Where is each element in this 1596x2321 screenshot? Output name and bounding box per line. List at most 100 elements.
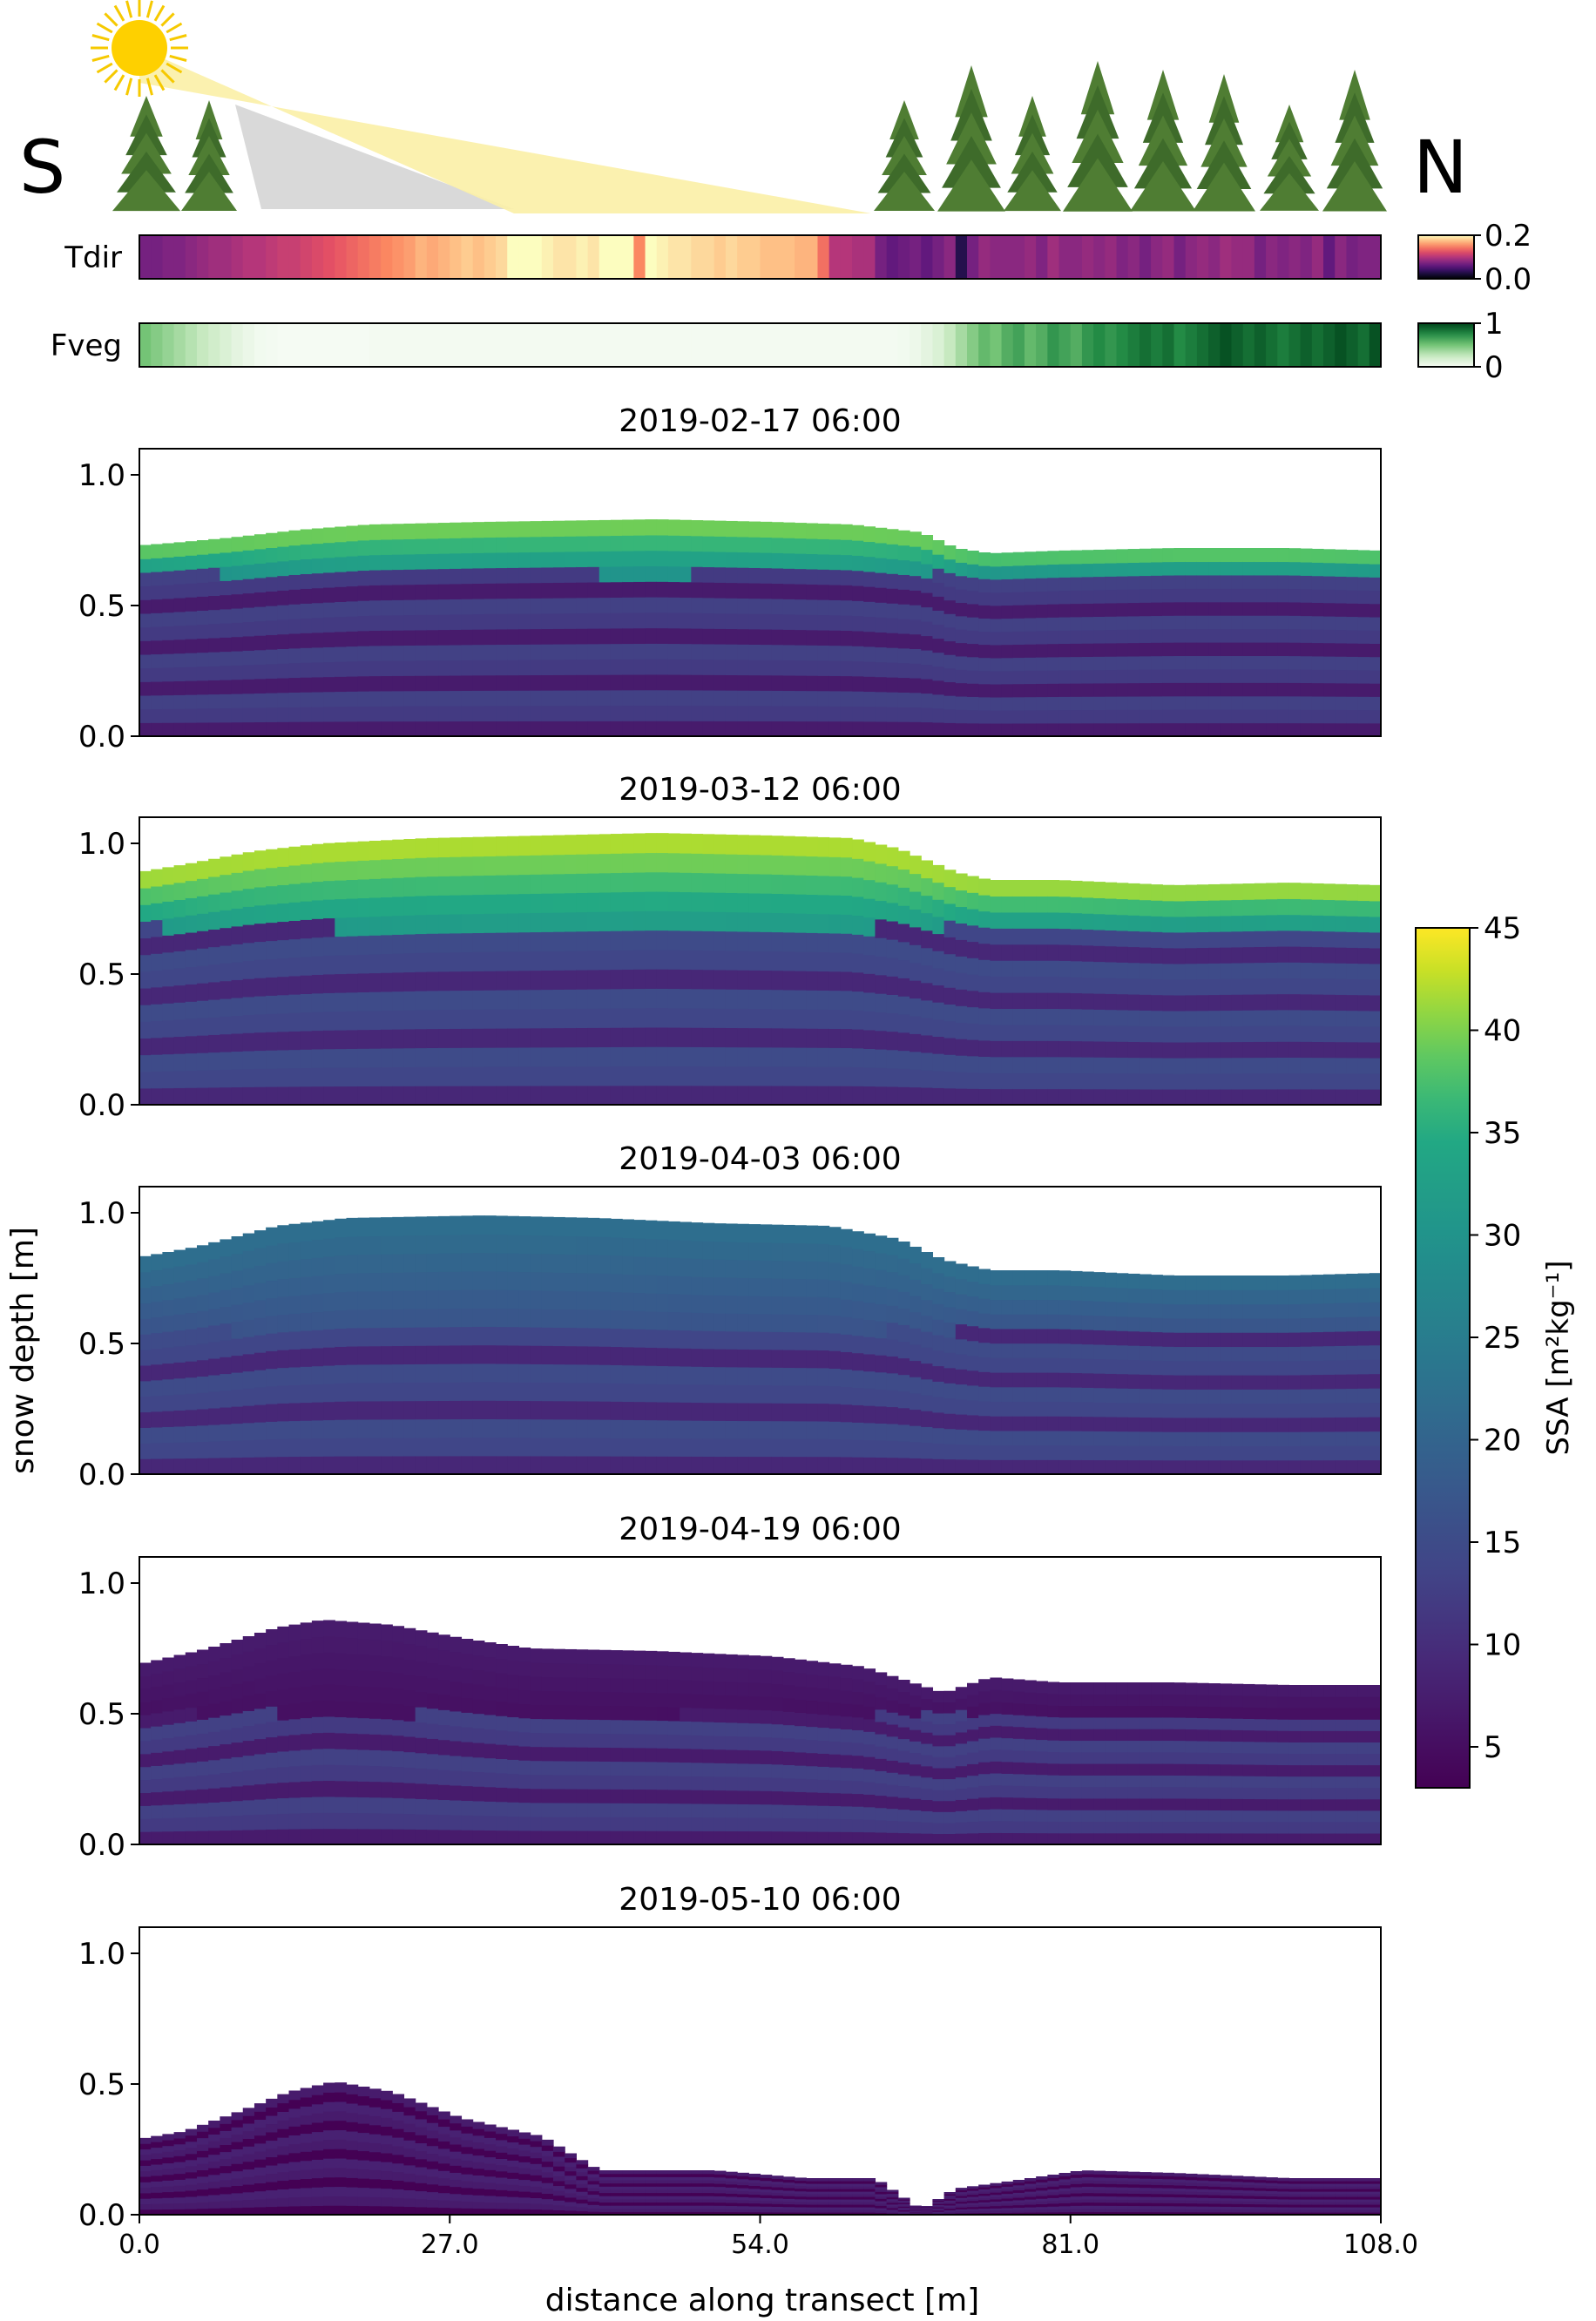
tdir-cell xyxy=(955,235,968,279)
snow-cell xyxy=(450,990,463,1011)
snow-cell xyxy=(932,1288,945,1304)
snow-cell xyxy=(817,645,830,661)
snow-cell xyxy=(1323,1073,1336,1090)
snow-cell xyxy=(1254,1346,1267,1362)
snow-cell xyxy=(978,943,991,960)
snow-cell xyxy=(530,970,543,991)
snow-cell xyxy=(1242,1346,1255,1362)
snow-cell xyxy=(1127,1388,1140,1404)
snow-cell xyxy=(541,835,554,856)
snow-cell xyxy=(1173,1431,1187,1447)
snow-cell xyxy=(565,1066,577,1086)
snow-cell xyxy=(897,530,910,546)
snow-cell xyxy=(1139,1073,1152,1090)
snow-cell xyxy=(1196,601,1209,616)
snow-cell xyxy=(381,1327,393,1347)
snow-cell xyxy=(323,617,335,633)
snow-cell xyxy=(530,1289,543,1309)
snow-cell xyxy=(610,674,623,691)
snow-cell xyxy=(1173,588,1187,603)
snow-cell xyxy=(725,1066,738,1086)
snow-cell xyxy=(1254,1025,1267,1042)
snow-cell xyxy=(806,1350,819,1369)
snow-cell xyxy=(782,568,795,585)
snow-cell xyxy=(450,932,463,953)
snow-cell xyxy=(863,586,876,602)
snow-cell xyxy=(806,1314,819,1333)
snow-cell xyxy=(254,620,267,636)
snow-cell xyxy=(943,558,957,573)
sun-ray xyxy=(166,22,183,34)
snow-cell xyxy=(1070,977,1083,994)
snow-cell xyxy=(1012,565,1025,579)
snow-cell xyxy=(725,930,738,951)
snow-cell xyxy=(1231,1445,1244,1461)
snow-cell xyxy=(518,674,531,691)
snow-cell xyxy=(875,1086,888,1106)
snow-cell xyxy=(242,550,255,565)
snow-cell xyxy=(565,643,577,660)
snow-cell xyxy=(897,1374,910,1392)
snow-cell xyxy=(1047,928,1060,945)
tdir-cell xyxy=(496,235,508,279)
snow-cell xyxy=(461,644,474,660)
snow-cell xyxy=(863,526,876,543)
snow-cell xyxy=(737,1008,749,1029)
snow-cell xyxy=(955,642,968,657)
snow-cell xyxy=(771,613,784,630)
snow-cell xyxy=(667,891,680,912)
snow-cell xyxy=(667,1257,680,1276)
snow-cell xyxy=(875,1405,888,1424)
snow-cell xyxy=(886,618,899,633)
snow-cell xyxy=(254,1708,267,1724)
snow-cell xyxy=(771,1420,784,1439)
snow-cell xyxy=(1277,1445,1290,1461)
snow-cell xyxy=(610,1309,623,1330)
snow-cell xyxy=(231,636,244,652)
snow-cell xyxy=(518,1364,531,1383)
snow-cell xyxy=(702,1438,715,1458)
snow-cell xyxy=(1323,1289,1336,1304)
tdir-cell xyxy=(1323,235,1336,279)
snow-cell xyxy=(702,551,715,568)
snow-cell xyxy=(1323,655,1336,670)
snow-cell xyxy=(1127,589,1140,604)
snow-cell xyxy=(932,1036,945,1054)
snow-cell xyxy=(162,1684,175,1699)
snow-cell xyxy=(151,722,163,737)
y-tick-label: 0.5 xyxy=(78,957,125,992)
snow-cell xyxy=(737,582,749,599)
snow-cell xyxy=(782,613,795,630)
snow-cell xyxy=(403,1028,416,1049)
snow-cell xyxy=(381,1437,393,1457)
snow-cell xyxy=(1058,656,1072,671)
snow-cell xyxy=(1369,696,1382,711)
snow-cell xyxy=(553,1455,565,1475)
snow-cell xyxy=(1254,1041,1267,1059)
snow-cell xyxy=(990,1024,1003,1041)
snow-cell xyxy=(173,694,186,709)
tdir-cell xyxy=(553,235,565,279)
snow-cell xyxy=(472,1270,485,1290)
snow-cell xyxy=(381,1418,393,1438)
snow-cell xyxy=(1105,1373,1118,1389)
sun-ray xyxy=(91,54,110,62)
snow-cell xyxy=(667,1347,680,1367)
snow-cell xyxy=(277,531,290,547)
snow-cell xyxy=(208,581,220,597)
snow-cell xyxy=(323,862,335,882)
snow-cell xyxy=(1081,1073,1094,1090)
snow-cell xyxy=(748,1046,761,1067)
snow-cell xyxy=(1346,1302,1359,1317)
snow-cell xyxy=(1357,963,1370,980)
snow-cell xyxy=(990,683,1003,698)
snow-cell xyxy=(955,923,968,940)
snow-cell xyxy=(1220,615,1233,630)
snow-cell xyxy=(645,1007,658,1028)
snow-cell xyxy=(541,1046,554,1067)
snow-cell xyxy=(1036,1284,1048,1301)
snow-cell xyxy=(1139,994,1152,1011)
snow-cell xyxy=(438,1047,450,1067)
snow-cell xyxy=(852,1300,864,1319)
fveg-cell xyxy=(886,323,899,367)
